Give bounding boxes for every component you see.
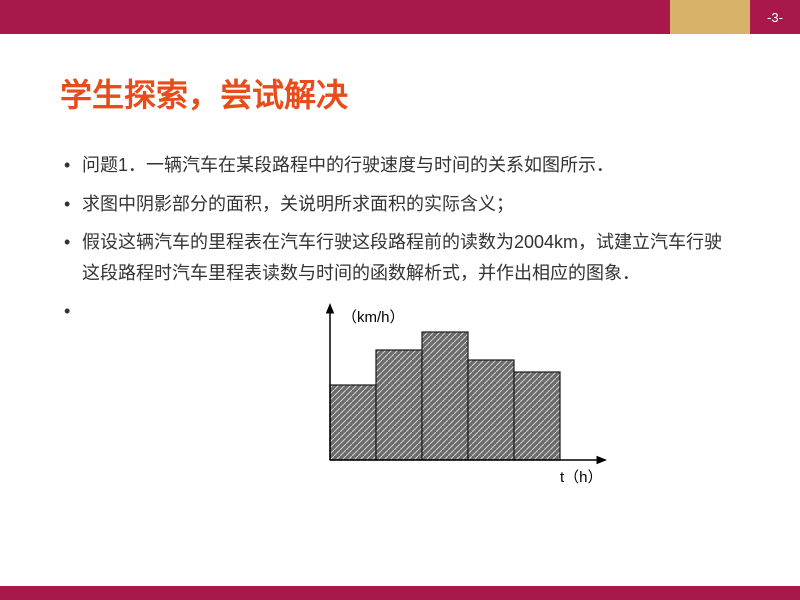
top-bar-accent <box>670 0 750 34</box>
chart-bar <box>422 332 468 460</box>
chart-svg: （km/h） t（h） <box>310 300 630 500</box>
bullet-item: 问题1．一辆汽车在某段路程中的行驶速度与时间的关系如图所示． <box>60 150 740 181</box>
page-number: -3- <box>750 0 800 34</box>
chart-bar <box>330 385 376 460</box>
chart-bar <box>376 350 422 460</box>
bullet-item: 求图中阴影部分的面积，关说明所求面积的实际含义； <box>60 189 740 220</box>
bullet-item: 假设这辆汽车的里程表在汽车行驶这段路程前的读数为2004km，试建立汽车行驶这段… <box>60 227 740 288</box>
chart-bar <box>514 372 560 460</box>
page-title: 学生探索，尝试解决 <box>60 70 348 116</box>
bullet-list: 问题1．一辆汽车在某段路程中的行驶速度与时间的关系如图所示． 求图中阴影部分的面积… <box>60 150 740 296</box>
speed-time-chart: （km/h） t（h） <box>310 300 630 500</box>
top-bar: -3- <box>0 0 800 34</box>
chart-bar <box>468 360 514 460</box>
bottom-bar <box>0 586 800 600</box>
y-axis-label: （km/h） <box>342 309 405 326</box>
x-axis-label: t（h） <box>560 469 603 486</box>
